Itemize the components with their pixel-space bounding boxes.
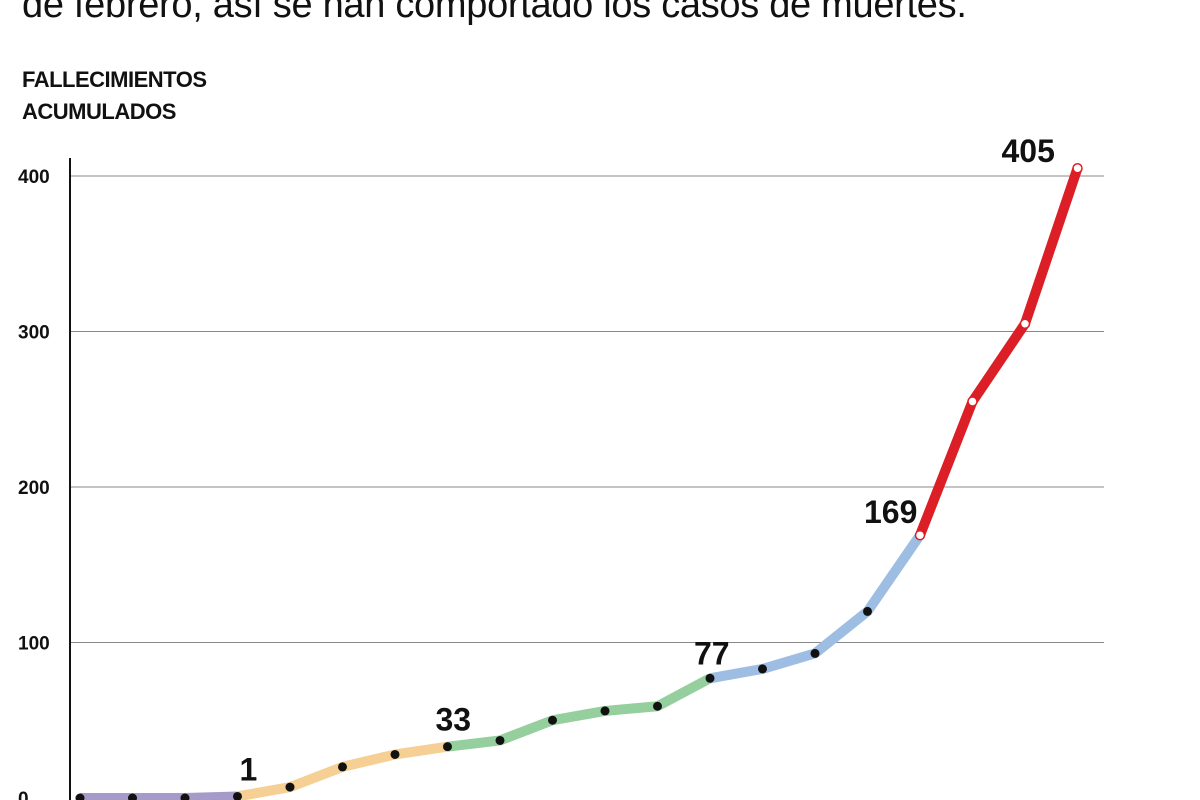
y-axis-label-line-1: FALLECIMIENTOS — [22, 67, 207, 92]
data-point-13 — [705, 673, 715, 683]
line-segment-1 — [80, 791, 238, 800]
data-point-5 — [285, 782, 295, 792]
series-line — [80, 166, 1083, 800]
data-label-33: 33 — [436, 702, 472, 738]
data-label-77: 77 — [694, 635, 730, 671]
data-label-405: 405 — [1002, 133, 1055, 169]
data-point-16 — [863, 606, 872, 616]
y-tick-label-0: 0 — [18, 789, 29, 800]
data-point-20 — [1072, 162, 1083, 174]
line-segment-5 — [915, 166, 1083, 538]
data-points — [75, 162, 1083, 800]
y-axis: 0 100 200 300 400 — [18, 158, 71, 800]
y-tick-label-300: 300 — [18, 323, 50, 344]
data-point-9 — [495, 735, 505, 745]
y-axis-label: FALLECIMIENTOS ACUMULADOS — [22, 64, 207, 128]
data-point-3 — [180, 793, 190, 800]
data-point-14 — [758, 664, 767, 674]
data-point-7 — [390, 749, 400, 759]
data-point-10 — [548, 715, 557, 725]
chart-subtitle: de febrero, así se han comportado los ca… — [22, 0, 967, 26]
data-point-17 — [914, 529, 926, 541]
data-point-19 — [1019, 318, 1031, 329]
y-axis-label-line-2: ACUMULADOS — [22, 99, 176, 124]
line-segment-2 — [236, 741, 449, 800]
data-label-1: 1 — [240, 751, 258, 787]
data-label-169: 169 — [864, 494, 917, 530]
data-point-1 — [75, 793, 85, 800]
data-point-8 — [443, 742, 452, 752]
data-point-18 — [967, 396, 978, 407]
data-labels: 1 33 77 169 405 — [240, 133, 1055, 787]
data-point-4 — [233, 791, 242, 800]
y-tick-label-100: 100 — [18, 634, 50, 655]
data-point-2 — [128, 793, 137, 800]
data-point-12 — [653, 701, 662, 711]
grid-lines — [70, 175, 1104, 643]
y-tick-label-200: 200 — [18, 478, 50, 499]
data-point-11 — [600, 706, 610, 716]
data-point-6 — [338, 762, 347, 772]
line-segment-3 — [446, 673, 713, 752]
data-point-15 — [810, 648, 820, 658]
y-tick-label-400: 400 — [18, 167, 50, 188]
